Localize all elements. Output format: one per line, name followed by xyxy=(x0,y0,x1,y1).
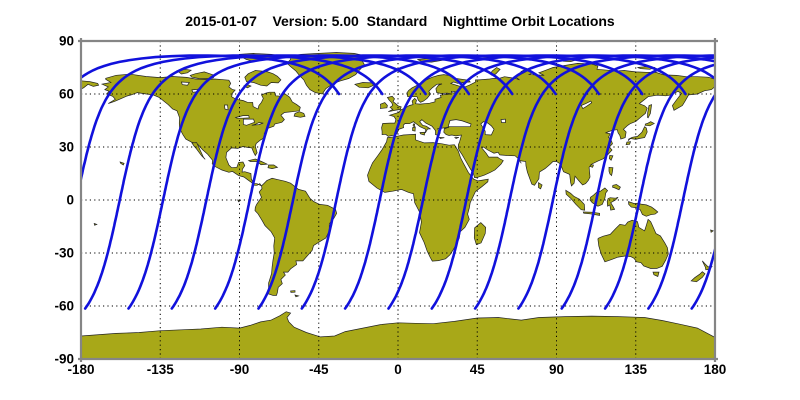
x-tick-label: -135 xyxy=(147,362,175,377)
orbit-track xyxy=(170,54,514,310)
x-tick-label: 90 xyxy=(549,362,564,377)
land-victoria-island xyxy=(189,71,216,79)
land-mindanao xyxy=(612,184,621,191)
lake-lake-winnipeg xyxy=(224,104,229,111)
y-tick-label: -30 xyxy=(54,246,74,261)
lake-great-bear-lake xyxy=(180,81,190,86)
land-crete xyxy=(438,136,445,139)
orbit-track xyxy=(81,54,341,96)
land-hokkaido xyxy=(644,121,655,127)
land-baffin-island xyxy=(244,70,282,87)
land-sakhalin xyxy=(647,104,653,119)
orbit-track xyxy=(257,54,601,310)
x-tick-label: 135 xyxy=(624,362,647,377)
orbit-track xyxy=(690,244,715,310)
x-tick-label: -90 xyxy=(230,362,250,377)
orbit-track xyxy=(213,54,557,310)
orbit-track xyxy=(83,54,427,310)
lake-lake-ladoga xyxy=(450,90,456,94)
orbit-track xyxy=(430,54,715,310)
orbit-track xyxy=(517,54,715,310)
land-falklands xyxy=(290,290,296,293)
land-hainan xyxy=(589,164,594,168)
orbit-tracks xyxy=(81,54,715,310)
lake-lake-baikal xyxy=(580,100,593,109)
land-sri-lanka xyxy=(538,182,543,190)
orbit-track xyxy=(300,54,644,310)
x-axis-labels: -180 -135 -90 -45 0 45 90 135 180 xyxy=(67,362,726,377)
orbit-track xyxy=(387,54,715,310)
land-fiji xyxy=(710,229,714,233)
y-tick-label: 0 xyxy=(66,193,74,208)
lake-lake-superior xyxy=(234,115,250,119)
land-hawaii xyxy=(119,161,125,166)
orbit-track xyxy=(343,54,687,310)
land-sicily xyxy=(419,131,426,136)
gridlines xyxy=(81,41,715,359)
orbit-track xyxy=(560,56,715,310)
land-australia xyxy=(597,218,669,269)
land-kyushu xyxy=(625,141,632,146)
orbit-track xyxy=(603,63,715,310)
land-sardinia xyxy=(412,126,416,132)
land-corsica xyxy=(412,123,416,128)
lake-lake-erie-ontario xyxy=(251,122,264,126)
land-cyprus xyxy=(453,136,459,139)
land-newfoundland xyxy=(293,111,306,118)
y-axis-labels: 90 60 30 0 -30 -60 -90 xyxy=(54,34,74,367)
land-south-georgia xyxy=(294,294,300,298)
x-tick-label: -180 xyxy=(67,362,94,377)
x-tick-label: 0 xyxy=(394,362,402,377)
land-baja-california xyxy=(191,142,206,160)
x-tick-label: -45 xyxy=(309,362,329,377)
y-tick-label: 60 xyxy=(59,87,74,102)
land-nz-south-island xyxy=(690,271,706,283)
orbit-track xyxy=(647,92,715,310)
land-ireland xyxy=(379,102,388,109)
lake-aral-sea xyxy=(500,118,506,123)
orbit-track xyxy=(473,54,715,310)
lake-black-sea xyxy=(447,119,472,128)
land-samoa xyxy=(93,222,98,226)
land-sumatra xyxy=(565,189,586,211)
y-tick-label: 90 xyxy=(59,34,74,49)
y-tick-label: -90 xyxy=(54,352,74,367)
lake-lake-michigan-huron xyxy=(243,118,255,126)
land-north-america xyxy=(100,73,301,187)
plot-frame xyxy=(78,38,718,362)
land-hispaniola xyxy=(267,164,279,169)
land-taiwan xyxy=(608,155,614,161)
orbit-track xyxy=(81,54,384,185)
orbit-track xyxy=(127,54,471,310)
land-honshu xyxy=(627,126,648,142)
land-java xyxy=(582,211,600,216)
x-tick-label: 180 xyxy=(704,362,727,377)
land-luzon xyxy=(608,166,614,177)
land-tasmania xyxy=(652,271,660,277)
plot-title: 2015-01-07 Version: 5.00 Standard Nightt… xyxy=(185,13,615,29)
y-tick-label: 30 xyxy=(59,140,74,155)
land-south-america xyxy=(254,177,338,296)
x-tick-label: 45 xyxy=(470,362,486,377)
y-tick-label: -60 xyxy=(54,299,74,314)
